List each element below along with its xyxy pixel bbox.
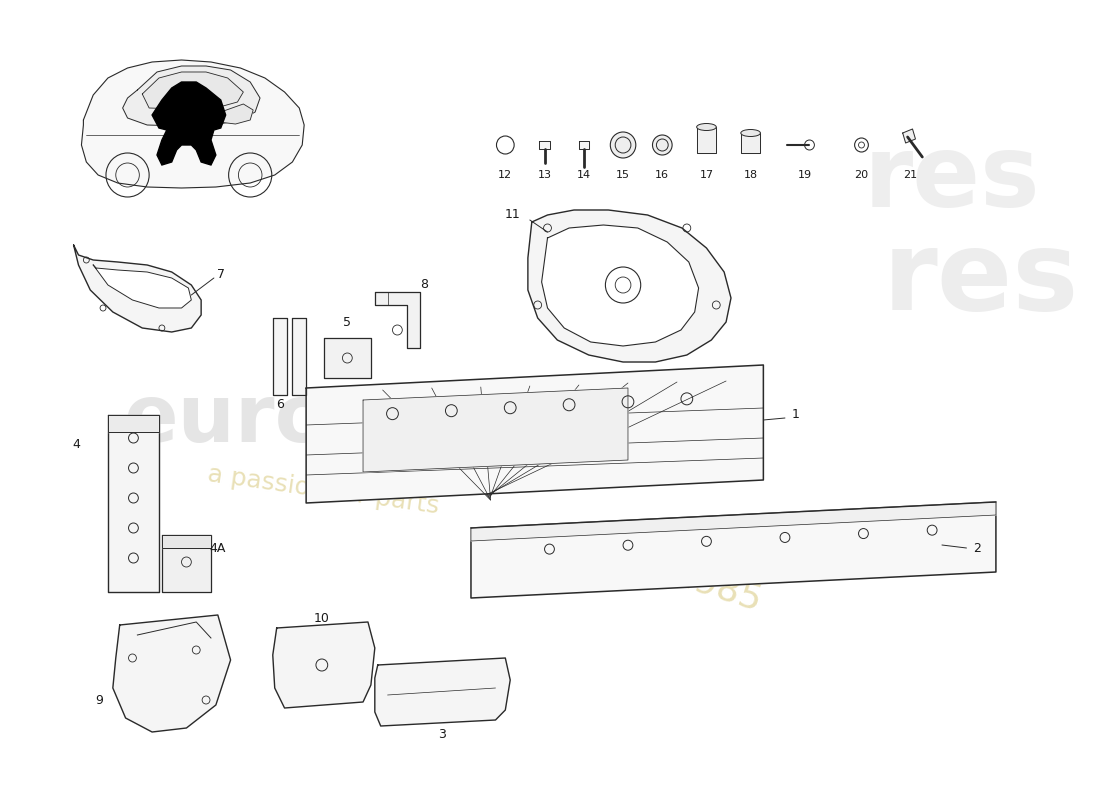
Text: 9: 9 <box>96 694 103 706</box>
Polygon shape <box>363 388 628 472</box>
Polygon shape <box>579 141 588 149</box>
Polygon shape <box>273 622 375 708</box>
Text: since 1985: since 1985 <box>569 523 767 617</box>
Text: 8: 8 <box>420 278 428 291</box>
Polygon shape <box>903 129 915 143</box>
Polygon shape <box>539 141 550 149</box>
Text: 21: 21 <box>903 170 917 180</box>
Text: 3: 3 <box>438 729 446 742</box>
Text: 20: 20 <box>855 170 869 180</box>
Text: 15: 15 <box>616 170 630 180</box>
Polygon shape <box>471 502 996 541</box>
Polygon shape <box>81 60 305 188</box>
Text: 6: 6 <box>276 398 284 411</box>
Text: res: res <box>883 226 1079 334</box>
Text: 16: 16 <box>656 170 669 180</box>
Polygon shape <box>142 72 243 109</box>
Polygon shape <box>375 292 420 348</box>
Text: 7: 7 <box>217 267 224 281</box>
Polygon shape <box>541 225 698 346</box>
Text: a passion for parts: a passion for parts <box>207 462 441 518</box>
Polygon shape <box>528 210 732 362</box>
Circle shape <box>610 132 636 158</box>
Polygon shape <box>740 133 760 153</box>
Text: 18: 18 <box>744 170 758 180</box>
Polygon shape <box>306 365 763 503</box>
Text: 19: 19 <box>798 170 812 180</box>
Text: 12: 12 <box>498 170 513 180</box>
Polygon shape <box>162 535 211 592</box>
Text: 5: 5 <box>343 315 351 329</box>
Text: res: res <box>864 131 1041 229</box>
Polygon shape <box>162 535 211 548</box>
Ellipse shape <box>696 123 716 130</box>
Polygon shape <box>152 82 226 165</box>
Text: 2: 2 <box>974 542 981 554</box>
Polygon shape <box>471 502 996 598</box>
Polygon shape <box>108 415 159 592</box>
Text: 11: 11 <box>504 209 520 222</box>
Polygon shape <box>74 245 201 332</box>
Polygon shape <box>696 127 716 153</box>
Text: 14: 14 <box>576 170 591 180</box>
Polygon shape <box>94 265 191 308</box>
Text: 4: 4 <box>73 438 80 451</box>
Polygon shape <box>273 318 286 395</box>
Polygon shape <box>122 66 260 126</box>
Text: 1: 1 <box>792 409 800 422</box>
Text: 10: 10 <box>314 611 330 625</box>
Circle shape <box>652 135 672 155</box>
Text: eurospares: eurospares <box>123 381 632 459</box>
Text: 13: 13 <box>538 170 551 180</box>
Polygon shape <box>219 104 253 124</box>
Text: 17: 17 <box>700 170 714 180</box>
Polygon shape <box>323 338 371 378</box>
Polygon shape <box>293 318 306 395</box>
Polygon shape <box>113 615 231 732</box>
Polygon shape <box>375 658 510 726</box>
Polygon shape <box>108 415 159 432</box>
Text: 4A: 4A <box>210 542 225 554</box>
Ellipse shape <box>740 130 760 137</box>
